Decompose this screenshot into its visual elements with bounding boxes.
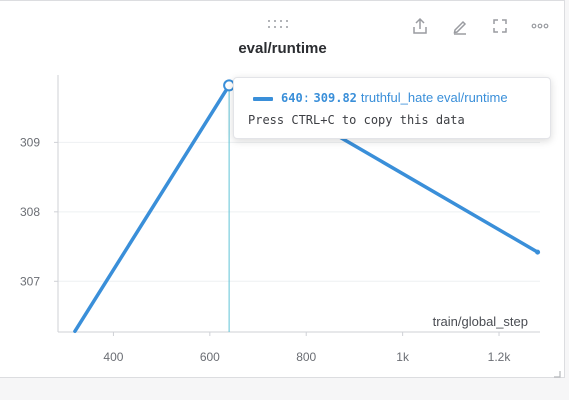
tooltip-copy-hint: Press CTRL+C to copy this data: [248, 113, 465, 127]
y-tick-label: 309: [20, 135, 40, 149]
series-swatch: [253, 97, 273, 101]
more-icon[interactable]: [529, 15, 551, 37]
tooltip-x-value: 640: [281, 91, 303, 105]
tooltip-separator: :: [302, 91, 310, 105]
tooltip-y-value: 309.82: [313, 91, 357, 105]
chart-title: eval/runtime: [238, 40, 327, 57]
x-tick-label: 600: [200, 350, 220, 364]
x-tick-label: 800: [296, 350, 316, 364]
line-chart[interactable]: 307 308 309 400 600 800 1k 1.2k train/global_ste…: [0, 1, 565, 379]
x-tick-label: 1.2k: [488, 350, 512, 364]
x-tick-label: 1k: [396, 350, 410, 364]
y-tick-label: 307: [20, 274, 40, 288]
share-icon[interactable]: [409, 15, 431, 37]
series-end-point[interactable]: [535, 249, 541, 255]
x-tick-label: 400: [103, 350, 123, 364]
data-tooltip: 640: 309.82 truthful_hate eval/runtime Pr…: [233, 77, 551, 139]
x-axis-label: train/global_step: [433, 314, 528, 329]
chart-panel: eval/runtime 307 308 309 400 600 800 1k 1.2k tra…: [0, 0, 565, 378]
fullscreen-icon[interactable]: [489, 15, 511, 37]
drag-handle-icon[interactable]: [268, 20, 296, 32]
resize-grip-icon[interactable]: [551, 365, 561, 378]
y-tick-label: 308: [20, 205, 40, 219]
tooltip-value-line: 640: 309.82 truthful_hate eval/runtime: [281, 90, 508, 105]
edit-icon[interactable]: [449, 15, 471, 37]
tooltip-series-name: truthful_hate eval/runtime: [360, 90, 508, 105]
